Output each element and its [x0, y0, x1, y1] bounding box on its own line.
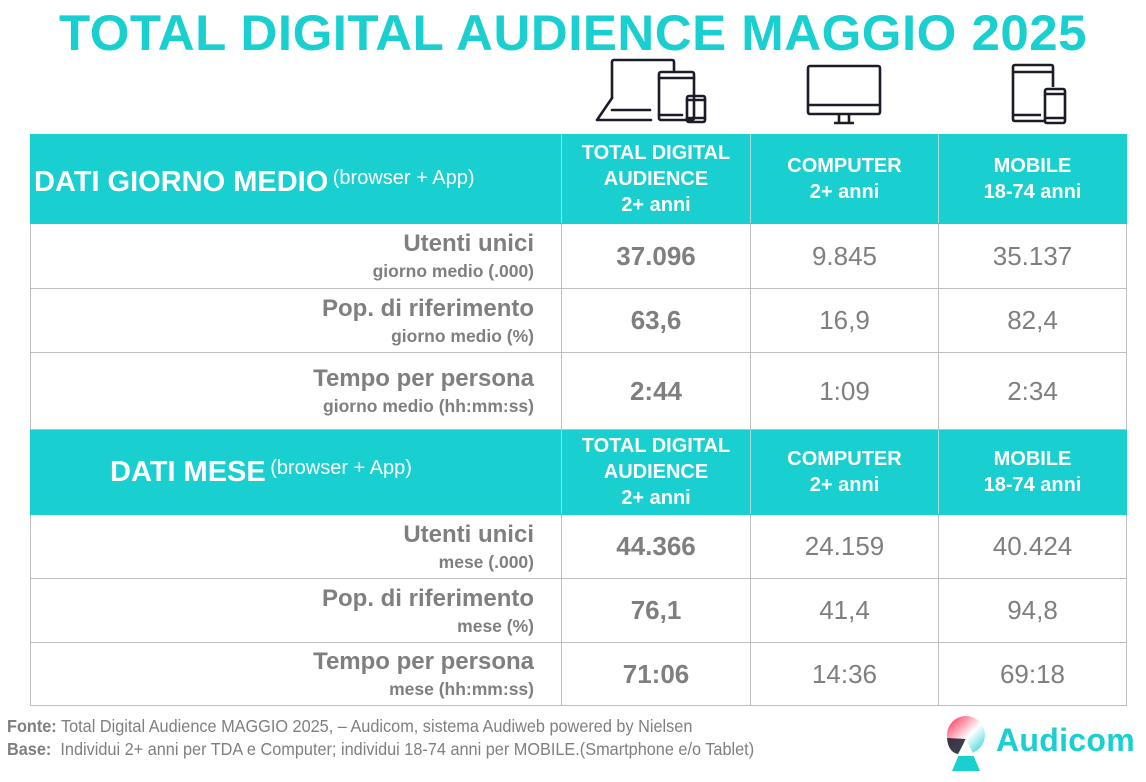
row-label-sub: mese (.000) [438, 551, 534, 572]
value-mobile: 35.137 [938, 223, 1127, 289]
column-header-line: MOBILE [993, 448, 1072, 470]
tablet-smartphone-icon [1011, 63, 1069, 127]
footnote-source-label: Fonte: [7, 716, 57, 736]
value-tda: 63,6 [561, 288, 751, 353]
footnote-base: Base: Individui 2+ anni per TDA e Comput… [7, 738, 754, 761]
column-header-mobile: MOBILE 18-74 anni [938, 134, 1127, 224]
value-tda: 37.096 [561, 223, 751, 289]
column-header-line: 2+ anni [809, 181, 880, 203]
multi-device-icon [594, 58, 710, 126]
value-computer: 41,4 [750, 578, 939, 643]
section-subtitle: (browser + App) [332, 166, 475, 189]
row-label-main: Utenti unici [403, 230, 534, 257]
value-mobile: 2:34 [938, 352, 1127, 430]
logo-text: Audicom [996, 722, 1135, 758]
column-header-line: TOTAL DIGITAL [581, 142, 731, 164]
column-header-tda: TOTAL DIGITAL AUDIENCE 2+ anni [561, 134, 751, 224]
audience-table: DATI GIORNO MEDIO (browser + App) TOTAL … [30, 134, 1127, 706]
value-tda: 71:06 [561, 642, 751, 706]
column-header-line: MOBILE [993, 155, 1072, 177]
column-header-line: 2+ anni [809, 474, 880, 496]
value-tda: 2:44 [561, 352, 751, 430]
value-mobile: 69:18 [938, 642, 1127, 706]
value-computer: 14:36 [750, 642, 939, 706]
column-header-computer: COMPUTER 2+ anni [750, 134, 939, 224]
table-row: Utenti unici giorno medio (.000) 37.096 … [30, 223, 1127, 289]
value-tda: 76,1 [561, 578, 751, 643]
column-header-line: AUDIENCE [603, 168, 709, 190]
column-header-computer: COMPUTER 2+ anni [750, 429, 939, 515]
column-header-line: COMPUTER [787, 448, 902, 470]
column-header-mobile: MOBILE 18-74 anni [938, 429, 1127, 515]
value-mobile: 82,4 [938, 288, 1127, 353]
column-header-tda: TOTAL DIGITAL AUDIENCE 2+ anni [561, 429, 751, 515]
value-tda: 44.366 [561, 514, 751, 579]
section-subtitle: (browser + App) [270, 456, 412, 479]
section-header-mese: DATI MESE (browser + App) TOTAL DIGITAL … [30, 429, 1127, 515]
table-row: Pop. di riferimento mese (%) 76,1 41,4 9… [30, 578, 1127, 643]
column-header-line: TOTAL DIGITAL [581, 435, 731, 457]
column-header-line: 18-74 anni [983, 181, 1082, 203]
value-computer: 16,9 [750, 288, 939, 353]
section-title: DATI GIORNO MEDIO [34, 165, 329, 198]
footnote-source: Fonte: Total Digital Audience MAGGIO 202… [7, 715, 754, 738]
column-header-line: AUDIENCE [603, 461, 709, 483]
row-label-main: Tempo per persona [313, 648, 534, 675]
section-title-cell: DATI MESE (browser + App) [30, 429, 562, 515]
footnote-source-text: Total Digital Audience MAGGIO 2025, – Au… [56, 716, 693, 736]
table-row: Tempo per persona mese (hh:mm:ss) 71:06 … [30, 642, 1127, 706]
row-label: Utenti unici giorno medio (.000) [30, 223, 562, 289]
row-label: Tempo per persona mese (hh:mm:ss) [30, 642, 562, 706]
footnote-base-label: Base: [7, 739, 52, 759]
footnote-base-text: Individui 2+ anni per TDA e Computer; in… [51, 739, 755, 759]
footnote: Fonte: Total Digital Audience MAGGIO 202… [7, 715, 810, 761]
column-header-line: 18-74 anni [983, 474, 1082, 496]
row-label-sub: giorno medio (.000) [372, 261, 534, 281]
row-label-main: Utenti unici [403, 520, 534, 548]
section-title-cell: DATI GIORNO MEDIO (browser + App) [30, 134, 562, 224]
row-label: Utenti unici mese (.000) [30, 514, 562, 579]
value-mobile: 94,8 [938, 578, 1127, 643]
value-computer: 9.845 [750, 223, 939, 289]
row-label-sub: mese (hh:mm:ss) [389, 679, 534, 699]
row-label-sub: giorno medio (hh:mm:ss) [323, 396, 534, 416]
audicom-logo-icon [947, 716, 985, 771]
row-label-main: Tempo per persona [313, 365, 534, 392]
value-computer: 1:09 [750, 352, 939, 430]
section-title: DATI MESE [110, 455, 266, 488]
desktop-computer-icon [806, 64, 882, 126]
value-computer: 24.159 [750, 514, 939, 579]
column-header-line: 2+ anni [621, 487, 691, 509]
row-label-main: Pop. di riferimento [321, 294, 534, 322]
table-row: Utenti unici mese (.000) 44.366 24.159 4… [30, 514, 1127, 579]
row-label-sub: mese (%) [457, 615, 534, 636]
audicom-logo: Audicom [940, 713, 1140, 773]
row-label-sub: giorno medio (%) [391, 325, 534, 346]
table-row: Tempo per persona giorno medio (hh:mm:ss… [30, 352, 1127, 430]
row-label-main: Pop. di riferimento [321, 584, 534, 612]
row-label: Pop. di riferimento mese (%) [30, 578, 562, 643]
column-header-line: 2+ anni [621, 194, 691, 216]
value-mobile: 40.424 [938, 514, 1127, 579]
section-header-giorno-medio: DATI GIORNO MEDIO (browser + App) TOTAL … [30, 134, 1127, 224]
row-label: Pop. di riferimento giorno medio (%) [30, 288, 562, 353]
column-header-line: COMPUTER [787, 155, 902, 177]
table-row: Pop. di riferimento giorno medio (%) 63,… [30, 288, 1127, 353]
page-title: TOTAL DIGITAL AUDIENCE MAGGIO 2025 [58, 5, 1088, 61]
row-label: Tempo per persona giorno medio (hh:mm:ss… [30, 352, 562, 430]
